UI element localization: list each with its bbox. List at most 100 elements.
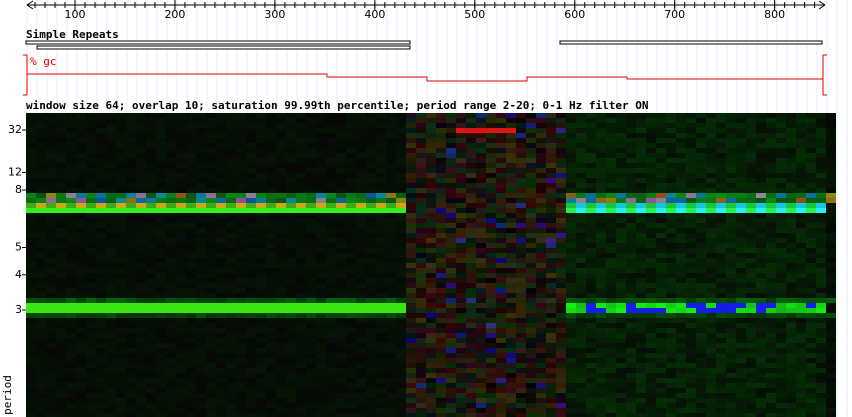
heatmap-cell (196, 343, 206, 348)
heatmap-cell (726, 123, 736, 128)
heatmap-cell (26, 243, 36, 248)
heatmap-cell (776, 413, 786, 417)
heatmap-cell (426, 283, 436, 288)
heatmap-cell (666, 378, 676, 383)
heatmap-cell (806, 328, 816, 333)
heatmap-cell (196, 313, 206, 318)
heatmap-cell (646, 288, 656, 293)
heatmap-cell (356, 263, 366, 268)
heatmap-cell (216, 193, 226, 198)
heatmap-cell (646, 228, 656, 233)
heatmap-cell (46, 233, 56, 238)
heatmap-cell (636, 123, 646, 128)
heatmap-cell (616, 358, 626, 363)
heatmap-cell (696, 318, 706, 323)
heatmap-cell (816, 243, 826, 248)
heatmap-cell (46, 333, 56, 338)
heatmap-cell (736, 393, 746, 398)
heatmap-cell (676, 383, 686, 388)
heatmap-cell (126, 328, 136, 333)
heatmap-cell (246, 133, 256, 138)
heatmap-cell (76, 263, 86, 268)
heatmap-cell (746, 258, 756, 263)
heatmap-cell (526, 293, 536, 298)
heatmap-cell (826, 193, 836, 198)
heatmap-cell (366, 198, 376, 203)
heatmap-cell (216, 138, 226, 143)
heatmap-cell (326, 178, 336, 183)
heatmap-cell (236, 383, 246, 388)
heatmap-cell (536, 383, 546, 388)
heatmap-cell (566, 248, 576, 253)
heatmap-cell (716, 378, 726, 383)
heatmap-cell (276, 293, 286, 298)
heatmap-cell (276, 398, 286, 403)
heatmap-cell (216, 148, 226, 153)
heatmap-cell (326, 188, 336, 193)
heatmap-cell (336, 393, 346, 398)
heatmap-cell (426, 233, 436, 238)
heatmap-cell (566, 338, 576, 343)
heatmap-cell (686, 253, 696, 258)
heatmap-cell (706, 138, 716, 143)
heatmap-cell (596, 333, 606, 338)
heatmap-cell (506, 298, 516, 303)
heatmap-cell (796, 183, 806, 188)
heatmap-cell (536, 133, 546, 138)
heatmap-cell (266, 368, 276, 373)
heatmap-cell (466, 328, 476, 333)
heatmap-cell (166, 358, 176, 363)
heatmap-cell (636, 353, 646, 358)
heatmap-cell (196, 283, 206, 288)
heatmap-cell (466, 333, 476, 338)
heatmap-cell (606, 188, 616, 193)
heatmap-cell (756, 228, 766, 233)
heatmap-cell (666, 123, 676, 128)
heatmap-cell (796, 323, 806, 328)
heatmap-cell (806, 353, 816, 358)
heatmap-cell (216, 388, 226, 393)
heatmap-cell (366, 398, 376, 403)
heatmap-cell (246, 408, 256, 413)
heatmap-cell (376, 293, 386, 298)
heatmap-cell (556, 323, 566, 328)
heatmap-cell (336, 258, 346, 263)
heatmap-cell (516, 308, 526, 313)
heatmap-cell (476, 373, 486, 378)
heatmap-cell (196, 248, 206, 253)
heatmap-cell (466, 208, 476, 213)
heatmap-cell (266, 253, 276, 258)
heatmap-cell (426, 238, 436, 243)
heatmap-cell (66, 283, 76, 288)
heatmap-cell (416, 338, 426, 343)
heatmap-cell (326, 138, 336, 143)
heatmap-cell (196, 293, 206, 298)
heatmap-cell (336, 358, 346, 363)
heatmap-cell (646, 138, 656, 143)
heatmap-cell (496, 388, 506, 393)
heatmap-cell (136, 158, 146, 163)
heatmap-cell (326, 193, 336, 198)
heatmap-cell (286, 298, 296, 303)
heatmap-cell (456, 123, 466, 128)
heatmap-cell (296, 378, 306, 383)
heatmap-cell (556, 118, 566, 123)
heatmap-cell (516, 213, 526, 218)
heatmap-cell (316, 358, 326, 363)
heatmap-cell (196, 333, 206, 338)
heatmap-cell (116, 358, 126, 363)
heatmap-cell (466, 318, 476, 323)
heatmap-cell (606, 178, 616, 183)
heatmap-cell (86, 343, 96, 348)
heatmap-cell (696, 373, 706, 378)
heatmap-cell (116, 268, 126, 273)
heatmap-cell (26, 228, 36, 233)
heatmap-cell (356, 228, 366, 233)
heatmap-cell (26, 278, 36, 283)
heatmap-cell (96, 118, 106, 123)
heatmap-cell (96, 143, 106, 148)
heatmap-cell (656, 408, 666, 413)
heatmap-cell (666, 223, 676, 228)
heatmap-cell (816, 113, 826, 118)
heatmap-cell (306, 148, 316, 153)
